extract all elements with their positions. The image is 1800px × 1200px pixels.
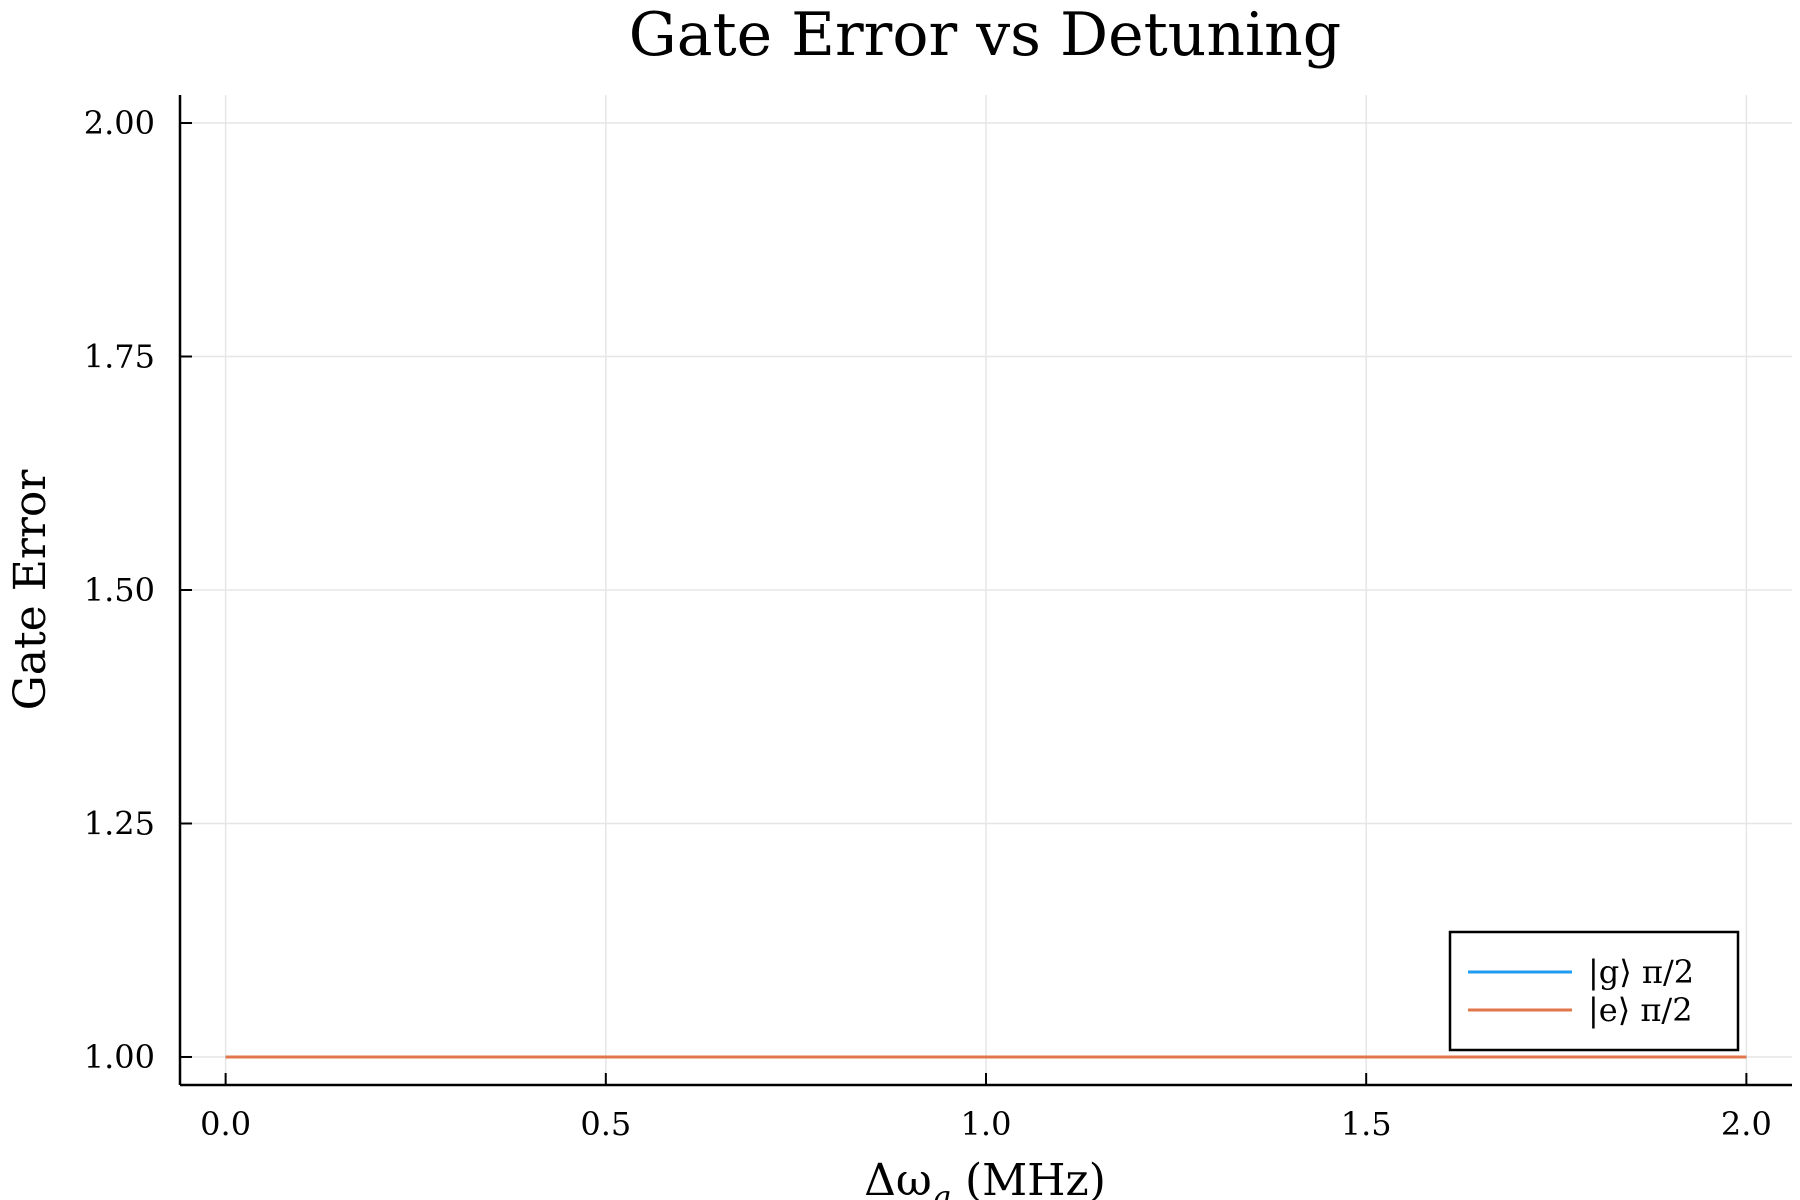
legend-label-1: |e⟩ π/2	[1588, 991, 1693, 1029]
x-axis-label: Δωq (MHz)	[864, 1155, 1106, 1200]
x-tick-label: 0.0	[200, 1105, 251, 1143]
x-axis-label-subscript: q	[932, 1180, 951, 1200]
y-tick-label: 2.00	[84, 104, 155, 142]
y-tick-label: 1.00	[84, 1038, 155, 1076]
y-tick-label: 1.25	[84, 804, 155, 842]
chart-title: Gate Error vs Detuning	[629, 0, 1341, 70]
y-axis-label: Gate Error	[5, 469, 56, 711]
legend-label-0: |g⟩ π/2	[1588, 953, 1694, 991]
y-ticks: 1.00 1.25 1.50 1.75 2.00	[84, 104, 192, 1076]
x-ticks: 0.0 0.5 1.0 1.5 2.0	[200, 1073, 1772, 1143]
y-tick-label: 1.75	[84, 338, 155, 376]
x-axis-label-main: Δω	[864, 1155, 932, 1200]
x-axis-label-unit: (MHz)	[951, 1155, 1106, 1200]
x-tick-label: 0.5	[580, 1105, 631, 1143]
x-tick-label: 2.0	[1721, 1105, 1772, 1143]
x-tick-label: 1.0	[961, 1105, 1012, 1143]
legend-box	[1448, 930, 1740, 1052]
legend: |g⟩ π/2|e⟩ π/2	[1448, 930, 1740, 1052]
x-tick-label: 1.5	[1341, 1105, 1392, 1143]
y-tick-label: 1.50	[84, 571, 155, 609]
